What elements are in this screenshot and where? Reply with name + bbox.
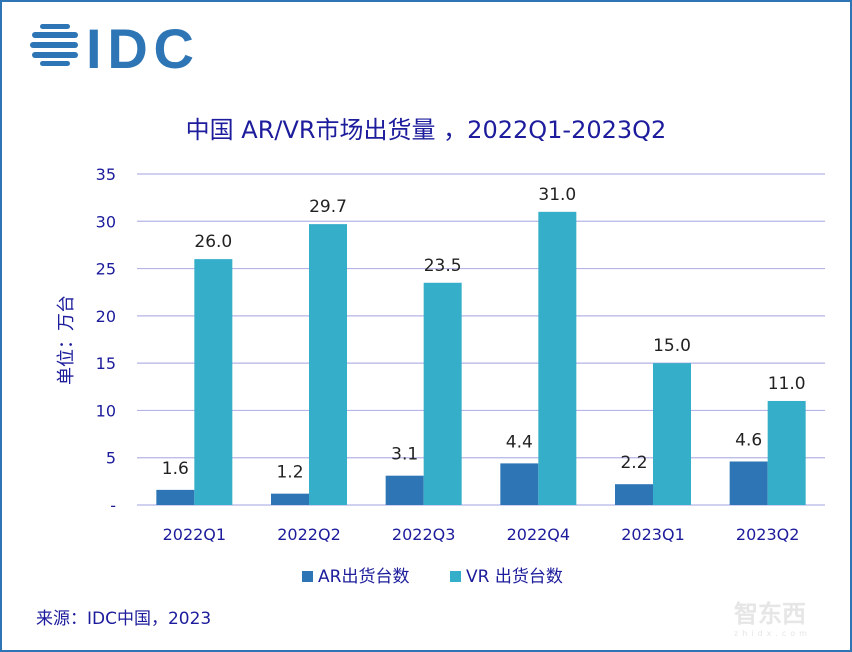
data-label: 26.0 — [194, 232, 232, 252]
bar-ar — [729, 461, 768, 505]
bar-vr — [309, 224, 347, 505]
bar-chart: - 5 10 15 20 25 30 35 单位：万台 2022Q1 1.6 26.0 2022Q2 1.… — [56, 165, 825, 587]
bar-vr — [767, 400, 806, 505]
y-axis-label: 单位：万台 — [56, 295, 77, 385]
bar-vr — [538, 211, 577, 506]
watermark: 智东西 zhidx.com — [734, 600, 811, 638]
data-label: 15.0 — [653, 336, 691, 356]
data-label: 3.1 — [391, 445, 418, 465]
data-label: 1.2 — [276, 463, 303, 483]
x-tick-label: 2022Q3 — [392, 525, 456, 544]
bar-ar — [156, 489, 195, 505]
source-note: 来源：IDC中国，2023 — [36, 609, 212, 629]
data-label: 4.6 — [735, 430, 762, 450]
data-label: 2.2 — [620, 453, 647, 473]
chart-title: 中国 AR/VR市场出货量 ，2022Q1-2023Q2 — [185, 116, 667, 144]
data-label: 4.4 — [506, 432, 533, 452]
bar-ar — [615, 484, 653, 505]
idc-logo: IDC — [30, 20, 194, 72]
y-tick-label: 35 — [96, 165, 116, 184]
bar-ar — [500, 463, 539, 505]
legend-swatch — [450, 571, 461, 582]
data-label: 31.0 — [538, 185, 576, 205]
legend-swatch — [302, 571, 313, 582]
y-tick-label: 10 — [96, 401, 116, 420]
data-label: 1.6 — [162, 459, 189, 479]
legend-label: VR 出货台数 — [466, 567, 563, 587]
y-tick-label: 15 — [96, 354, 116, 373]
x-tick-label: 2023Q2 — [736, 525, 800, 544]
x-tick-label: 2022Q1 — [163, 525, 227, 544]
y-tick-label: 25 — [96, 260, 116, 279]
bar-vr — [653, 363, 691, 505]
x-tick-label: 2022Q2 — [277, 525, 341, 544]
y-tick-label: - — [110, 496, 116, 515]
y-tick-label: 5 — [106, 449, 116, 468]
bar-vr — [194, 259, 233, 505]
bar-vr — [423, 282, 462, 505]
data-label: 11.0 — [768, 374, 806, 394]
data-label: 23.5 — [424, 256, 462, 276]
x-tick-label: 2022Q4 — [507, 525, 571, 544]
y-tick-label: 30 — [96, 212, 116, 231]
bar-ar — [385, 475, 424, 505]
y-tick-label: 20 — [96, 307, 116, 326]
bar-ar — [271, 493, 309, 505]
legend-label: AR出货台数 — [318, 567, 409, 587]
x-tick-label: 2023Q1 — [621, 525, 685, 544]
data-label: 29.7 — [309, 197, 347, 217]
